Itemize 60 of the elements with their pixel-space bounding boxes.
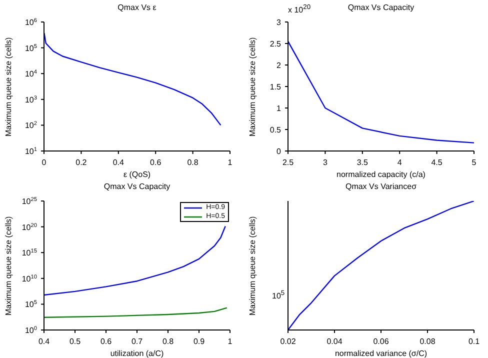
x-tick-label: 0.08	[420, 337, 436, 346]
y-tick-label: 10$^{10}$	[22, 274, 37, 284]
x-tick-label: 1	[228, 158, 233, 167]
y-tick-label: 10$^{5}$	[24, 44, 37, 53]
y-tick-label: 10$^{15}$	[22, 248, 37, 258]
x-tick-label: 0.06	[373, 337, 390, 346]
y-axis-title: Maximum queue size (cells)	[248, 37, 257, 136]
y-tick-label: 2.5	[270, 40, 282, 48]
x-tick-label: 1	[228, 337, 233, 346]
x-tick-label: 4.5	[431, 158, 443, 167]
y-tick-label: 2	[276, 61, 282, 70]
line-series	[44, 226, 226, 296]
y-tick-label: 10$^{1}$	[24, 147, 37, 156]
x-tick-label: 3	[322, 158, 328, 167]
y-tick-label: 0	[276, 147, 282, 156]
y-tick-label: 10$^{20}$	[22, 222, 37, 232]
chart-title: Qmax Vs Capacity	[348, 3, 414, 12]
x-axis-title: utilization (a/C)	[110, 349, 164, 358]
x-axis-title: ε (QoS)	[123, 170, 151, 179]
chart-title: Qmax Vs Varianceσ	[344, 181, 418, 193]
line-series	[288, 40, 474, 144]
y-axis-title: Maximum queue size (cells)	[4, 216, 13, 316]
x-tick-label: 0.1	[468, 337, 480, 346]
x-tick-label: 0.4	[112, 158, 125, 167]
y-tick-label: 1.5	[270, 82, 282, 92]
x-tick-label: 0.8	[162, 337, 174, 346]
chart-title: Qmax Vs Capacity	[102, 181, 172, 193]
x-tick-label: 0.2	[76, 158, 88, 167]
x-axis-title: normalized variance (σ/C)	[334, 349, 428, 358]
x-tick-label: 4	[397, 158, 402, 167]
y-tick-label: 10$^{25}$	[22, 197, 37, 206]
x-tick-label: 0.04	[326, 337, 343, 346]
x-axis-title: normalized capacity (c/a)	[336, 170, 426, 179]
y-tick-label: 10$^{6}$	[24, 18, 37, 27]
y-tick-label: 1	[276, 104, 282, 113]
y-axis-title: Maximum queue size (cells)	[4, 37, 13, 136]
x-tick-label: 2.5	[282, 158, 294, 167]
y-tick-label: 10$^{3}$	[24, 95, 37, 104]
text: x 10$^{20}$	[288, 4, 311, 15]
y-tick-label: 10$^{5}$	[24, 300, 37, 310]
line-series	[44, 307, 228, 318]
y-axis-title: Maximum queue size (cells)	[248, 216, 257, 316]
x-tick-label: 0.8	[187, 158, 199, 167]
y-tick-label: 0.5	[270, 126, 282, 134]
y-tick-label: 10$^{0}$	[24, 326, 37, 335]
x-tick-label: 0.4	[38, 337, 50, 346]
y-tick-label: 3	[276, 18, 282, 27]
x-tick-label: 3.5	[356, 158, 369, 167]
x-tick-label: 5	[472, 158, 477, 167]
y-tick-label: 10$^{2}$	[24, 121, 37, 130]
x-tick-label: 0.02	[280, 337, 296, 346]
x-tick-label: 0.7	[131, 337, 144, 346]
y-tick-label: 10$^{4}$	[24, 70, 37, 79]
x-tick-label: 0.9	[193, 337, 206, 346]
line-series	[44, 32, 222, 126]
x-tick-label: 0.6	[150, 158, 162, 167]
chart-title: Qmax Vs ε	[116, 2, 158, 14]
x-tick-label: 0.5	[69, 337, 82, 346]
x-tick-label: 0.6	[100, 337, 112, 346]
x-tick-label: 0	[42, 158, 47, 167]
